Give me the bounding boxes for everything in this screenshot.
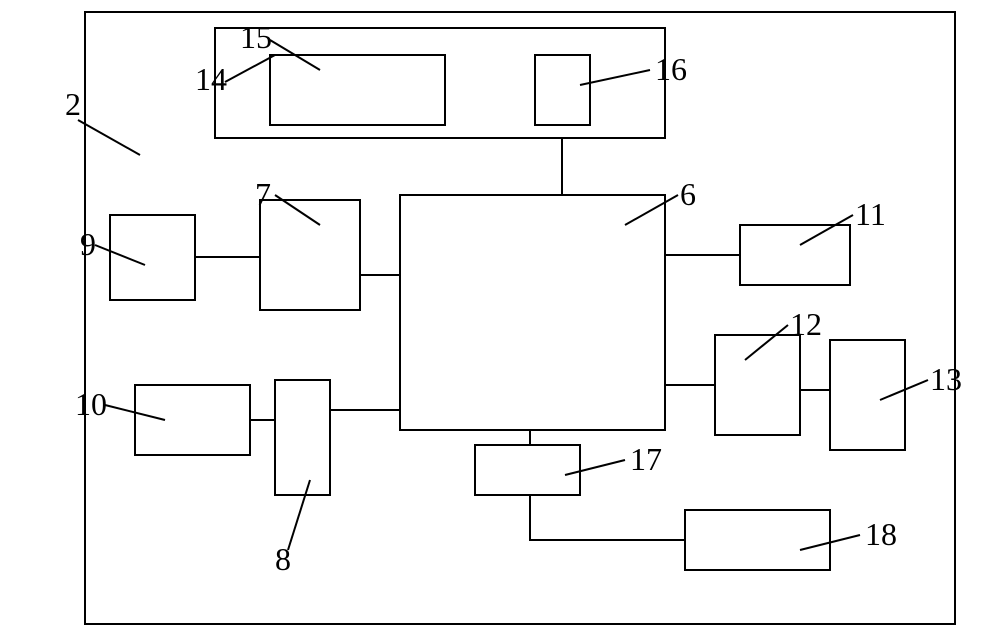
- block-b9: [110, 215, 195, 300]
- label-l10: 10: [75, 386, 107, 422]
- label-l2: 2: [65, 86, 81, 122]
- block-b18: [685, 510, 830, 570]
- label-l7: 7: [255, 176, 271, 212]
- label-l9: 9: [80, 226, 96, 262]
- label-l15: 15: [240, 19, 272, 55]
- block-b7: [260, 200, 360, 310]
- block-b10: [135, 385, 250, 455]
- label-l13: 13: [930, 361, 962, 397]
- block-b11: [740, 225, 850, 285]
- label-l8: 8: [275, 541, 291, 577]
- block-b15: [270, 55, 445, 125]
- block-diagram: 2 14 15 16 6 7 9 11 12 13 10 8 17 18: [0, 0, 1000, 635]
- label-l17: 17: [630, 441, 662, 477]
- label-l14: 14: [195, 61, 227, 97]
- label-l18: 18: [865, 516, 897, 552]
- label-l12: 12: [790, 306, 822, 342]
- block-b6: [400, 195, 665, 430]
- block-b17: [475, 445, 580, 495]
- block-b8: [275, 380, 330, 495]
- label-l16: 16: [655, 51, 687, 87]
- label-l6: 6: [680, 176, 696, 212]
- block-b16: [535, 55, 590, 125]
- label-l11: 11: [855, 196, 886, 232]
